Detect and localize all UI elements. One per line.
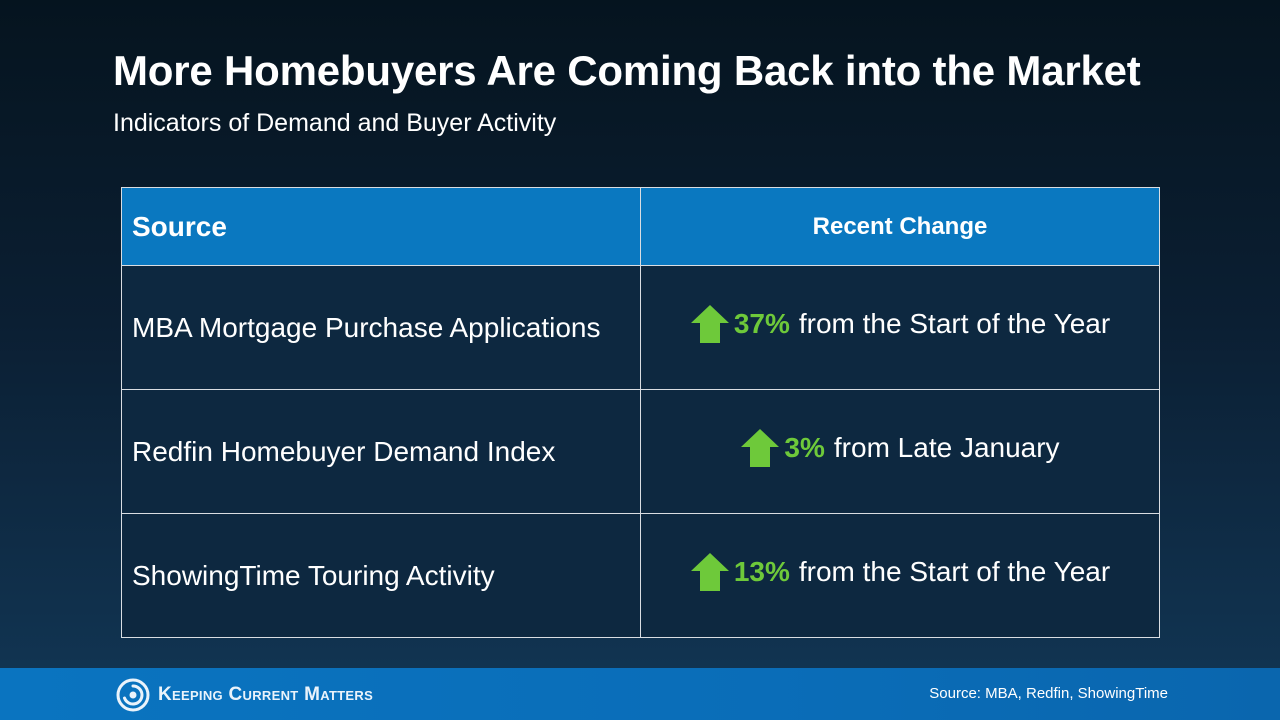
change-description: from the Start of the Year — [798, 556, 1111, 587]
indicators-table: Source Recent Change MBA Mortgage Purcha… — [121, 187, 1160, 638]
table-row: Redfin Homebuyer Demand Index 3% from La… — [121, 389, 1160, 514]
change-cell: 13% from the Start of the Year — [640, 513, 1160, 638]
source-note: Source: MBA, Redfin, ShowingTime — [929, 685, 1168, 702]
change-percent: 3% — [784, 432, 825, 463]
change-percent: 37% — [733, 308, 790, 339]
table-header-row: Source Recent Change — [121, 187, 1160, 266]
arrow-up-icon — [690, 553, 729, 591]
brand-name: Keeping Current Matters — [158, 684, 374, 705]
change-description: from the Start of the Year — [798, 308, 1111, 339]
change-description: from Late January — [833, 432, 1060, 463]
arrow-up-icon — [690, 305, 729, 343]
change-percent: 13% — [733, 556, 790, 587]
source-cell: Redfin Homebuyer Demand Index — [121, 389, 641, 514]
change-cell: 37% from the Start of the Year — [640, 265, 1160, 390]
footer-bar: Keeping Current Matters Source: MBA, Red… — [0, 668, 1280, 720]
source-cell: MBA Mortgage Purchase Applications — [121, 265, 641, 390]
source-cell: ShowingTime Touring Activity — [121, 513, 641, 638]
page-title: More Homebuyers Are Coming Back into the… — [113, 47, 1141, 94]
table-row: ShowingTime Touring Activity 13% from th… — [121, 513, 1160, 638]
column-header-source: Source — [121, 187, 641, 266]
kcm-spiral-icon — [116, 678, 150, 712]
column-header-recent-change: Recent Change — [640, 187, 1160, 266]
change-cell: 3% from Late January — [640, 389, 1160, 514]
page-subtitle: Indicators of Demand and Buyer Activity — [113, 109, 557, 137]
brand-logo: Keeping Current Matters — [116, 678, 373, 712]
arrow-up-icon — [741, 429, 780, 467]
table-row: MBA Mortgage Purchase Applications 37% f… — [121, 265, 1160, 390]
